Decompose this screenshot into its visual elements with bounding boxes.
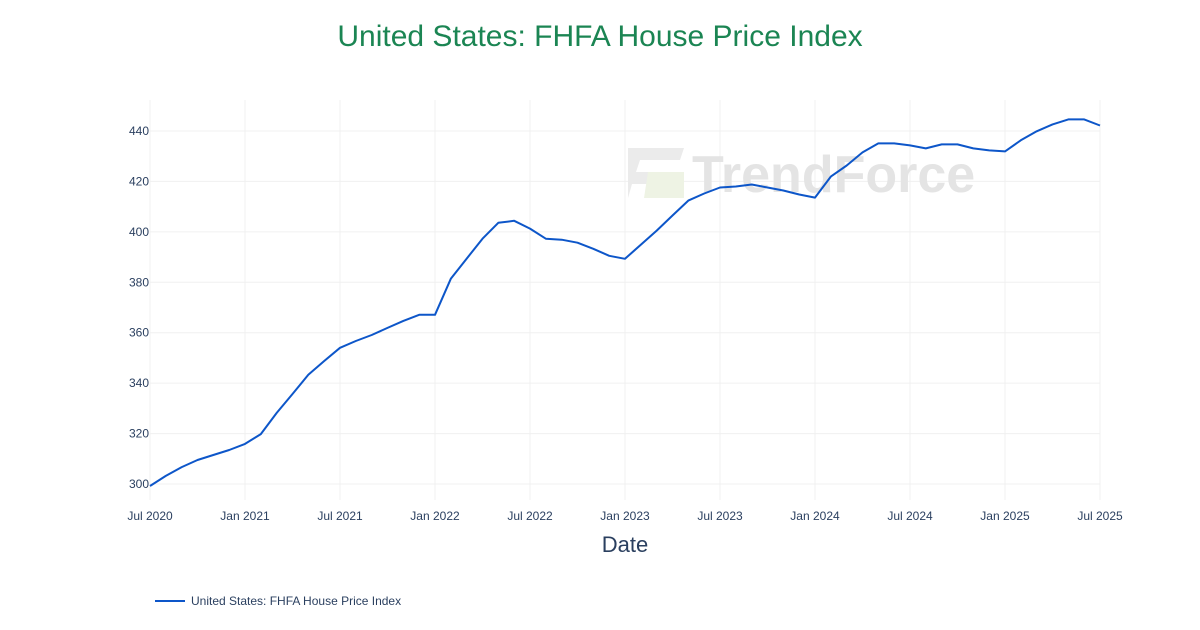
- legend-line-swatch-icon: [155, 600, 185, 602]
- x-tick-label: Jan 2023: [600, 509, 650, 523]
- x-tick-label: Jul 2020: [127, 509, 173, 523]
- y-tick-label: 440: [129, 124, 149, 138]
- x-tick-label: Jan 2022: [410, 509, 460, 523]
- y-tick-label: 380: [129, 275, 149, 289]
- x-tick-label: Jul 2021: [317, 509, 363, 523]
- y-tick-label: 300: [129, 477, 149, 491]
- x-tick-label: Jan 2025: [980, 509, 1030, 523]
- x-tick-label: Jul 2024: [887, 509, 933, 523]
- x-axis-title: Date: [602, 532, 648, 557]
- y-axis-ticks: 300 320 340 360 380 400 420 440: [129, 124, 149, 491]
- y-tick-label: 340: [129, 376, 149, 390]
- x-tick-label: Jul 2022: [507, 509, 553, 523]
- x-tick-label: Jul 2025: [1077, 509, 1123, 523]
- y-tick-label: 400: [129, 225, 149, 239]
- x-tick-label: Jan 2021: [220, 509, 270, 523]
- gridlines: [149, 100, 1101, 500]
- y-tick-label: 320: [129, 427, 149, 441]
- legend[interactable]: United States: FHFA House Price Index: [155, 594, 401, 608]
- x-axis-ticks: Jul 2020 Jan 2021 Jul 2021 Jan 2022 Jul 2022…: [127, 509, 1123, 523]
- series-line: [149, 118, 1101, 487]
- chart-title: United States: FHFA House Price Index: [337, 20, 863, 53]
- legend-label: United States: FHFA House Price Index: [191, 594, 402, 608]
- y-tick-label: 420: [129, 174, 149, 188]
- x-tick-label: Jul 2023: [697, 509, 743, 523]
- x-tick-label: Jan 2024: [790, 509, 840, 523]
- y-tick-label: 360: [129, 326, 149, 340]
